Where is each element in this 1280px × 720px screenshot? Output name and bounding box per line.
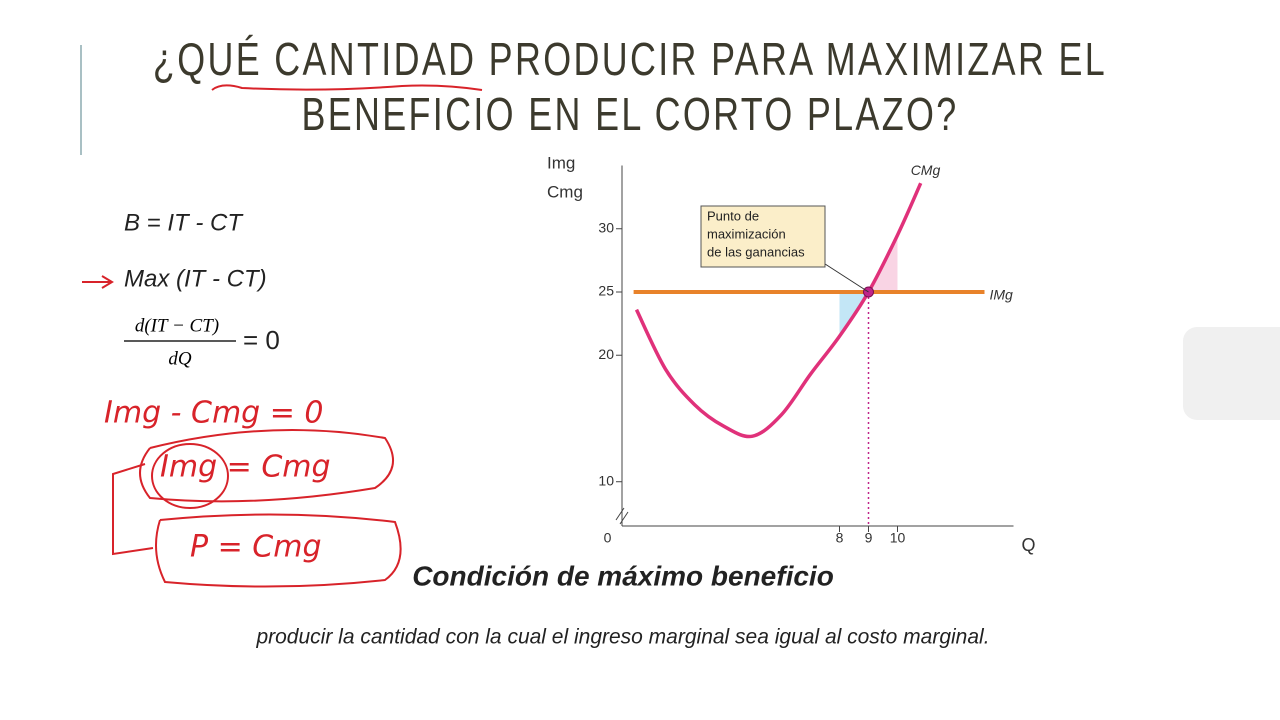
annotation-leader xyxy=(821,261,869,293)
annotation-text: maximización xyxy=(707,226,786,241)
chart: 10 20 25 30 0 8 9 10 Img Cmg Q IMg CMg Punto de maximi… xyxy=(547,153,1036,554)
title-line: ¿QUÉ CANTIDAD PRODUCIR PARA MAXIMIZAR EL xyxy=(153,34,1107,85)
handwriting: P = Cmg xyxy=(190,530,322,565)
caption-text: producir la cantidad con la cual el ingr… xyxy=(255,626,989,649)
x-tick-label: 10 xyxy=(890,530,906,546)
y-tick-label: 30 xyxy=(598,219,614,235)
handwriting: Img = Cmg xyxy=(160,450,331,485)
handwriting: Img - Cmg = 0 xyxy=(104,396,324,431)
formula-numerator: d(IT − CT) xyxy=(135,315,219,336)
series-line xyxy=(634,182,923,439)
axis-break xyxy=(615,507,629,525)
annotation-text: Punto de xyxy=(707,208,759,223)
hand-marks xyxy=(112,429,402,588)
annotation-text: de las ganancias xyxy=(707,244,805,259)
annotation-box xyxy=(700,205,826,268)
hand-arrow xyxy=(82,275,114,289)
legend-label: IMg xyxy=(990,287,1014,303)
y-axis-label: Img xyxy=(547,153,575,172)
x-tick-label: 0 xyxy=(604,530,612,546)
formula-denominator: dQ xyxy=(168,348,192,369)
x-tick-label: 9 xyxy=(865,530,873,546)
side-tab xyxy=(1183,327,1280,420)
formula: B = IT - CT xyxy=(124,209,244,236)
y-axis-label: Cmg xyxy=(547,182,583,201)
formula: = 0 xyxy=(243,325,280,355)
legend-label: CMg xyxy=(911,162,941,178)
caption-heading: Condición de máximo beneficio xyxy=(412,560,834,591)
hand-underline xyxy=(211,84,483,91)
y-tick-label: 25 xyxy=(598,283,614,299)
formula: Max (IT - CT) xyxy=(124,265,267,292)
x-axis-label: Q xyxy=(1022,535,1036,555)
title-line: BENEFICIO EN EL CORTO PLAZO? xyxy=(301,89,958,140)
x-tick-label: 8 xyxy=(836,530,844,546)
y-tick-label: 20 xyxy=(598,346,614,362)
y-tick-label: 10 xyxy=(598,472,614,488)
